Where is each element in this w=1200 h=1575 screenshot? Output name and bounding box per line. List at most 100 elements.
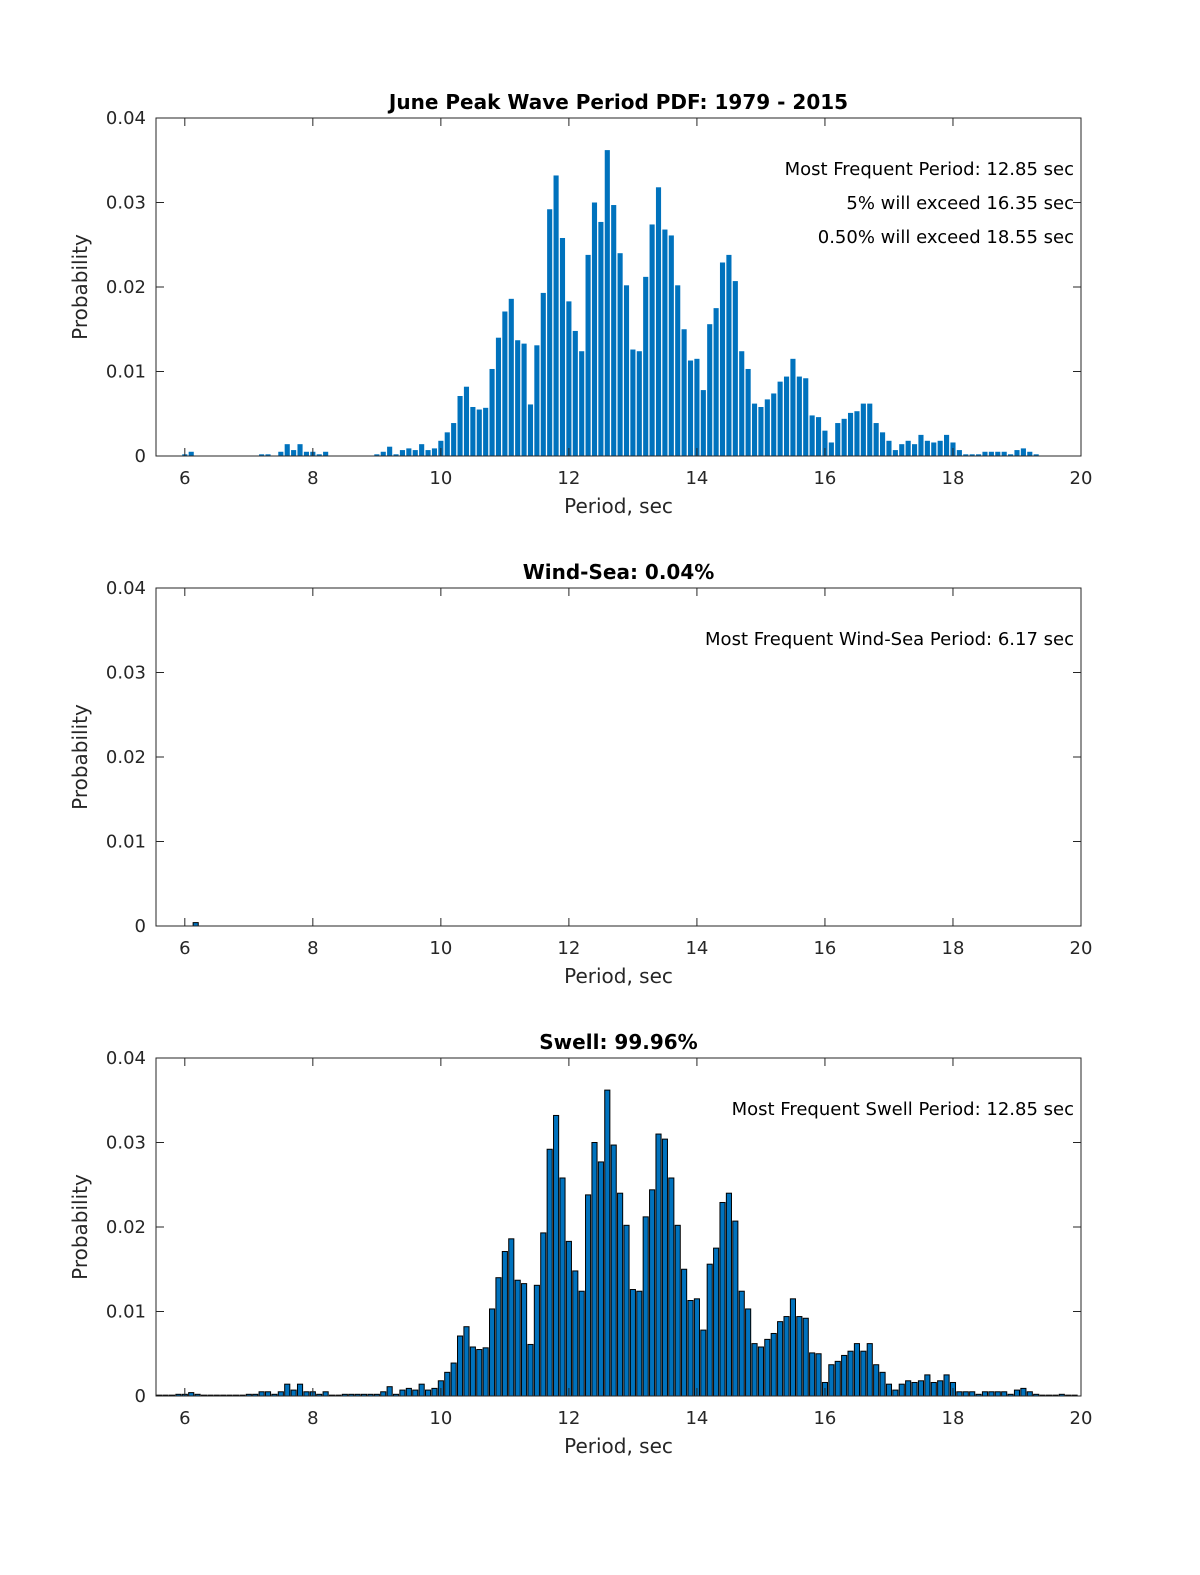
bar bbox=[655, 187, 662, 457]
bar bbox=[508, 1238, 515, 1397]
bar bbox=[572, 330, 578, 456]
x-tick-label: 10 bbox=[429, 938, 452, 959]
bar bbox=[1008, 454, 1014, 456]
x-tick-label: 6 bbox=[179, 938, 190, 959]
annotation-text: Most Frequent Swell Period: 12.85 sec bbox=[732, 1099, 1074, 1120]
chart-title: Wind-Sea: 0.04% bbox=[523, 560, 715, 584]
bar bbox=[681, 1268, 688, 1397]
bar bbox=[956, 1391, 963, 1397]
y-tick-label: 0 bbox=[135, 1386, 146, 1407]
bar bbox=[924, 440, 930, 456]
bar bbox=[675, 285, 681, 456]
bar bbox=[937, 1380, 944, 1397]
x-tick-label: 8 bbox=[307, 938, 318, 959]
bar bbox=[943, 1374, 950, 1397]
bar bbox=[1001, 451, 1007, 456]
bar bbox=[431, 448, 438, 456]
bar bbox=[501, 1251, 508, 1397]
bar bbox=[444, 432, 450, 456]
bar-series bbox=[192, 922, 199, 927]
bar bbox=[982, 451, 988, 456]
bar bbox=[604, 150, 610, 457]
bar bbox=[1020, 1387, 1027, 1397]
bar bbox=[489, 368, 495, 456]
bar bbox=[719, 1201, 726, 1397]
panel-swell: 6 8 10 12 14 16 18 20 0 0.01 0.02 0.03 0.04 Swell: 9… bbox=[68, 1030, 1092, 1458]
bar bbox=[399, 1389, 406, 1397]
bar bbox=[892, 450, 898, 456]
x-tick-label: 14 bbox=[685, 468, 708, 489]
bar bbox=[706, 1263, 713, 1397]
y-tick-label: 0.02 bbox=[106, 747, 146, 768]
bar bbox=[540, 292, 546, 456]
bar bbox=[611, 205, 617, 456]
bar bbox=[758, 406, 764, 456]
bar-series bbox=[182, 150, 1039, 457]
bar bbox=[994, 1391, 1001, 1397]
bar bbox=[623, 1224, 630, 1397]
bar bbox=[291, 450, 297, 456]
bar bbox=[515, 340, 521, 457]
bar bbox=[719, 262, 726, 456]
bar bbox=[540, 1232, 547, 1397]
bar bbox=[418, 1383, 425, 1397]
bar bbox=[789, 1298, 797, 1397]
bar bbox=[585, 1194, 592, 1397]
bar bbox=[412, 450, 418, 456]
bar bbox=[751, 1343, 758, 1397]
bar bbox=[713, 1247, 720, 1397]
x-tick-label: 16 bbox=[813, 1408, 836, 1429]
bar bbox=[764, 1338, 771, 1397]
annotations: Most Frequent Wind-Sea Period: 6.17 sec bbox=[705, 629, 1074, 650]
bar bbox=[668, 235, 674, 456]
y-axis-label: Probability bbox=[68, 234, 92, 340]
bar bbox=[585, 254, 591, 456]
bar bbox=[828, 442, 834, 456]
axes-frame bbox=[155, 1057, 1082, 1397]
bar bbox=[879, 1371, 886, 1397]
x-tick-label: 18 bbox=[942, 468, 965, 489]
y-tick-label: 0.01 bbox=[106, 832, 146, 853]
bar bbox=[745, 1308, 752, 1397]
x-tick-label: 18 bbox=[942, 938, 965, 959]
bar bbox=[316, 454, 322, 456]
bar bbox=[796, 1316, 803, 1397]
tick-labels: 6 8 10 12 14 16 18 20 0 0.01 0.02 0.03 0.04 bbox=[106, 578, 1093, 959]
x-tick-label: 14 bbox=[685, 1408, 708, 1429]
bar bbox=[707, 324, 713, 456]
bar bbox=[835, 423, 841, 456]
chart-title: June Peak Wave Period PDF: 1979 - 2015 bbox=[387, 90, 848, 114]
bar bbox=[553, 175, 559, 456]
bar bbox=[559, 1177, 566, 1397]
bar bbox=[482, 1347, 489, 1397]
bar bbox=[636, 1290, 643, 1397]
y-tick-label: 0.02 bbox=[106, 1217, 146, 1238]
bar bbox=[655, 1133, 662, 1397]
bar bbox=[783, 376, 790, 456]
bar bbox=[188, 451, 194, 456]
x-tick-label: 14 bbox=[685, 938, 708, 959]
bar bbox=[866, 1343, 873, 1397]
bar bbox=[668, 1177, 675, 1397]
bar bbox=[700, 390, 706, 456]
bar bbox=[963, 454, 969, 456]
bar bbox=[1033, 454, 1039, 456]
bar bbox=[873, 1364, 880, 1397]
bar bbox=[809, 1352, 816, 1397]
bar bbox=[579, 351, 585, 456]
bar bbox=[732, 281, 738, 456]
bar bbox=[905, 440, 911, 456]
y-axis-label: Probability bbox=[68, 1174, 92, 1280]
bar bbox=[944, 434, 950, 457]
bar bbox=[886, 440, 892, 456]
bar bbox=[623, 285, 630, 456]
bar bbox=[495, 337, 502, 456]
x-tick-label: 20 bbox=[1070, 468, 1093, 489]
bar bbox=[188, 1392, 195, 1397]
bar bbox=[771, 393, 777, 456]
bar bbox=[834, 1360, 841, 1397]
bar bbox=[323, 451, 329, 456]
bar bbox=[629, 1289, 636, 1397]
bar bbox=[674, 1224, 681, 1397]
bar bbox=[553, 1114, 560, 1397]
